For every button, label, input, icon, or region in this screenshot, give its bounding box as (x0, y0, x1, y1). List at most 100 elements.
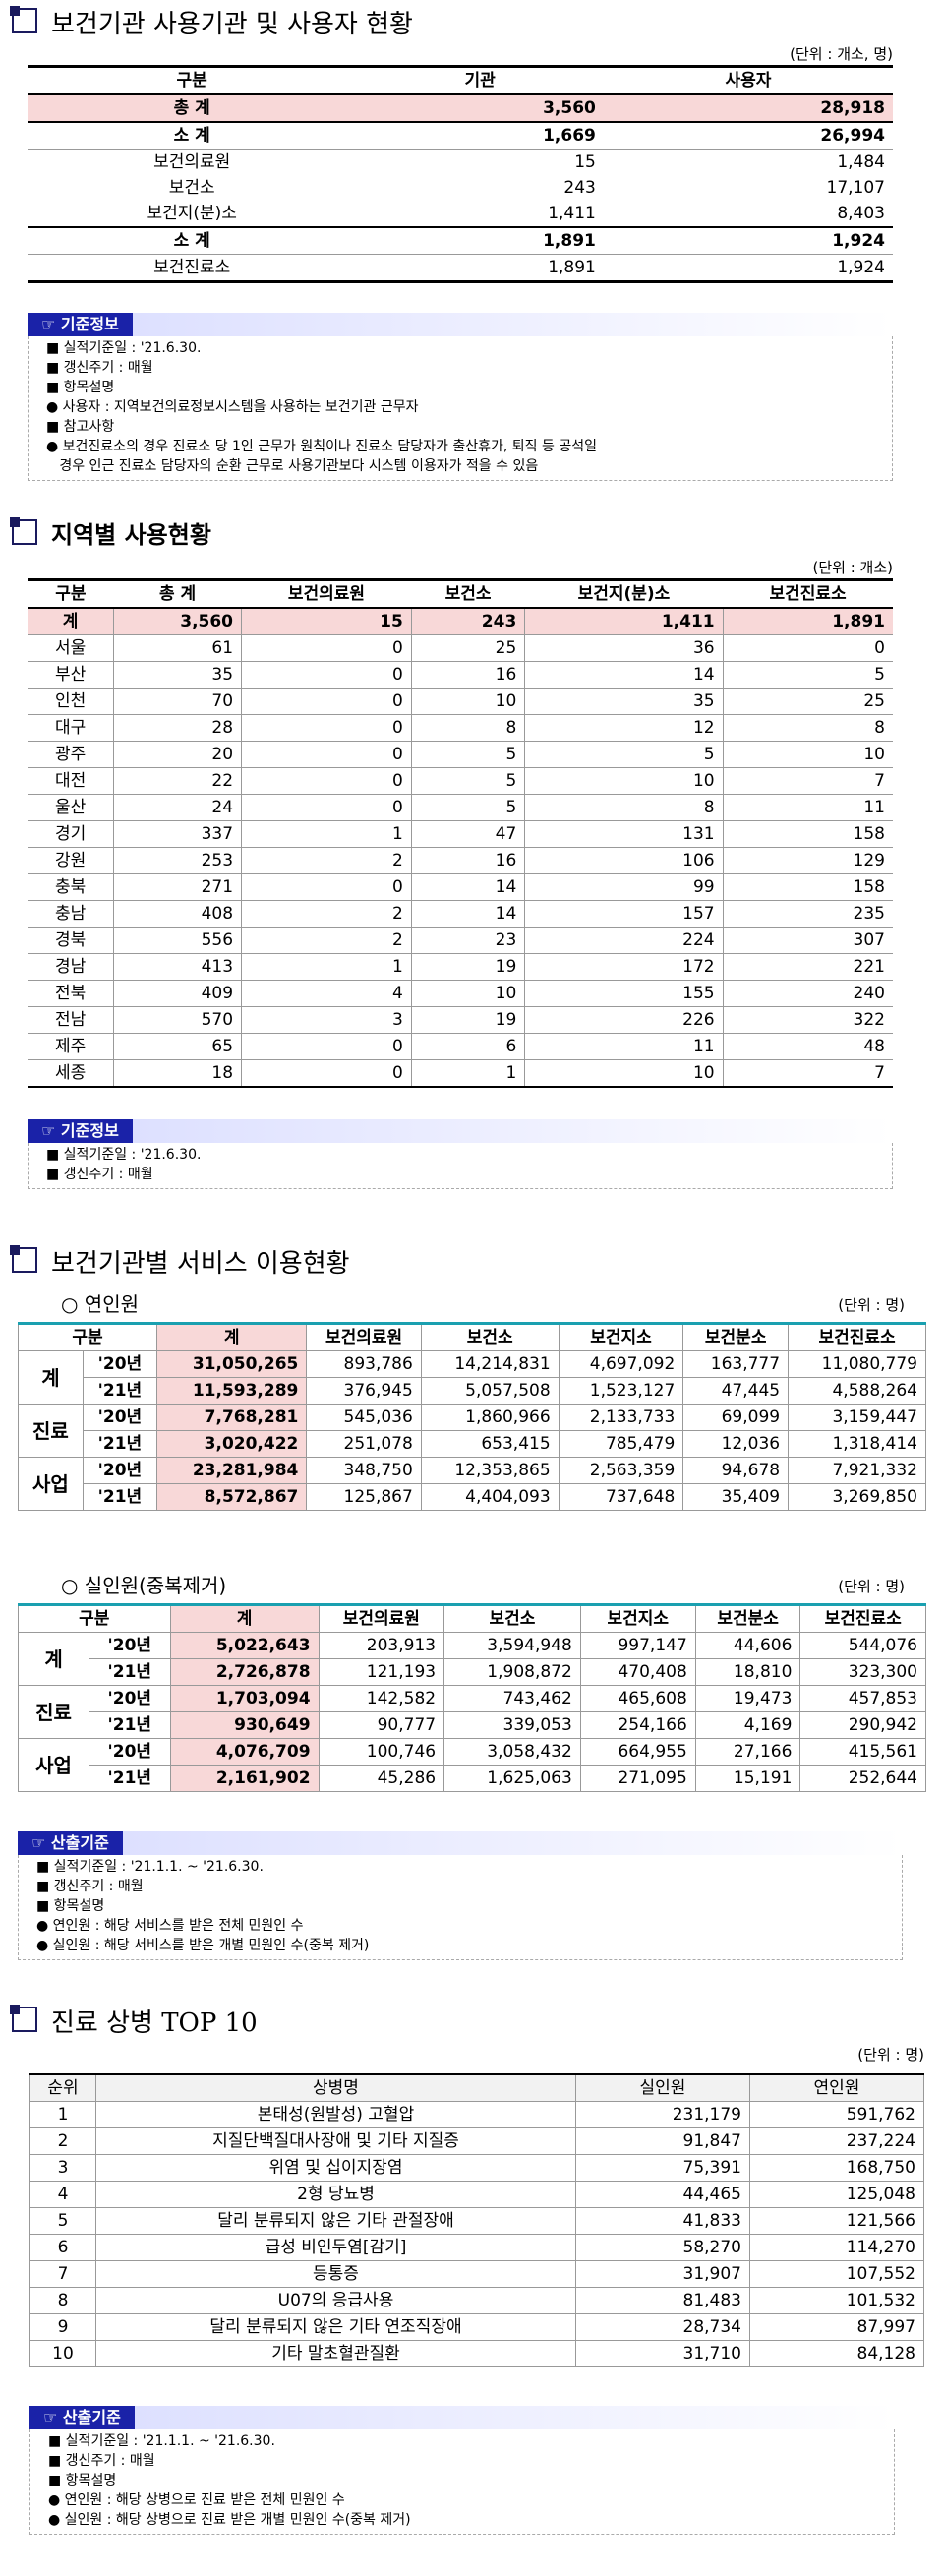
column-header: 보건진료소 (769, 584, 847, 604)
table-row: 경남 413 1 19 172 221 (28, 953, 893, 981)
count-value: 2 (241, 847, 412, 874)
year-label: '21년 (82, 1377, 158, 1405)
unique-table: 구분 계 보건의료원 보건소 보건지소 보건분소 보건진료소 계 '20년 5,022,643 20… (17, 1603, 926, 1792)
value-cell: 1,625,063 (443, 1765, 581, 1792)
value-cell: 290,942 (799, 1711, 926, 1739)
visit-count: 237,224 (749, 2127, 924, 2155)
table-row: 광주 20 0 5 5 10 (28, 741, 893, 768)
region-name: 부산 (54, 665, 87, 685)
disease-name: 위염 및 십이지장염 (95, 2154, 576, 2182)
column-header: 보건지소 (558, 1323, 684, 1351)
table-row: 진료 '20년 7,768,281 545,036 1,860,966 2,133,733… (18, 1404, 926, 1458)
value-cell: 18,810 (694, 1658, 801, 1686)
visit-count: 107,552 (749, 2260, 924, 2288)
table-row: 진료 '20년 1,703,094 142,582 743,462 465,608 19,4… (17, 1685, 926, 1739)
value-cell: 4,404,093 (420, 1483, 560, 1511)
table-row: '21년 2,161,902 45,286 1,625,063 271,095 15,19… (19, 1765, 926, 1792)
table-row: 충북 271 0 14 99 158 (28, 873, 893, 901)
table-row: 경기 337 1 47 131 158 (28, 820, 893, 848)
region-name: 경기 (54, 824, 87, 844)
column-header: 구분 (176, 71, 207, 90)
row-label: 소 계 (173, 126, 210, 146)
note-line: ■ 항목설명 (36, 1898, 105, 1914)
count-value: 61 (113, 634, 242, 662)
table-row: 계 3,560 15 243 1,411 1,891 (28, 608, 893, 635)
note-header-gradient (134, 2406, 895, 2429)
value-cell: 5,057,508 (420, 1377, 560, 1405)
value-cell: 203,913 (318, 1632, 445, 1659)
note-tag: ☞ 기준정보 (28, 1119, 133, 1143)
count-value: 131 (524, 820, 724, 848)
value-cell: 2,133,733 (558, 1404, 684, 1431)
count-value: 0 (722, 634, 893, 662)
table-row: 대전 22 0 5 10 7 (28, 767, 893, 795)
value-cell: 15,191 (694, 1765, 801, 1792)
section-title-bar: 지역별 사용현황 (0, 511, 944, 551)
value-cell: 8,572,867 (156, 1483, 308, 1511)
value-cell: 2,563,359 (558, 1457, 684, 1484)
year-label: '20년 (82, 1404, 158, 1431)
value-cell: 664,955 (579, 1738, 696, 1766)
section-square-icon (10, 6, 37, 33)
value-cell: 271,095 (579, 1765, 696, 1792)
value-cell: 4,169 (694, 1711, 801, 1739)
table-row: '21년 930,649 90,777 339,053 254,166 4,169 290,… (19, 1711, 926, 1739)
value-cell: 465,608 (579, 1685, 696, 1712)
row-label: 총 계 (173, 98, 210, 118)
year-label: '20년 (88, 1632, 171, 1659)
region-name: 경북 (54, 930, 87, 950)
row-label: 보건진료소 (153, 258, 231, 277)
section-title: 보건기관별 서비스 이용현황 (51, 1249, 350, 1279)
table-row: 1 본태성(원발성) 고혈압 231,179 591,762 (30, 2101, 924, 2128)
value-cell: 545,036 (306, 1404, 422, 1431)
table-row: 서울 61 0 25 36 0 (28, 634, 893, 662)
top10-table: 순위 상병명 실인원 연인원 1 본태성(원발성) 고혈압 231,179 591,762 2 지… (30, 2073, 924, 2367)
value-cell: 653,415 (420, 1430, 560, 1458)
region-name: 계 (62, 612, 79, 631)
value-cell: 1,703,094 (169, 1685, 320, 1712)
note-body: ■ 실적기준일 : '21.6.30. ■ 갱신주기 : 매월 ■ 항목설명 ● 사용… (28, 336, 893, 481)
value-cell: 31,050,265 (156, 1350, 308, 1378)
table-header-row: 구분 기관 사용자 (28, 66, 893, 94)
value-cell: 743,462 (443, 1685, 581, 1712)
count-value: 10 (722, 741, 893, 768)
visit-count: 101,532 (749, 2287, 924, 2314)
table-row: 인천 70 0 10 35 25 (28, 688, 893, 715)
count-value: 3,560 (113, 608, 242, 635)
column-header: 사용자 (725, 71, 772, 90)
count-value: 4 (241, 980, 412, 1007)
count-value: 7 (722, 1059, 893, 1087)
count-value: 1,891 (722, 608, 893, 635)
value-cell: 2,726,878 (169, 1658, 320, 1686)
region-name: 대구 (54, 718, 87, 738)
column-header: 순위 (30, 2073, 96, 2102)
value-cell: 47,445 (682, 1377, 790, 1405)
count-value: 556 (113, 927, 242, 954)
value-cell: 5,022,643 (169, 1632, 320, 1659)
value-cell: 251,078 (306, 1430, 422, 1458)
visits-table: 구분 계 보건의료원 보건소 보건지소 보건분소 보건진료소 계 '20년 31,050,265 8… (17, 1322, 926, 1511)
section-facilities: 보건기관 사용기관 및 사용자 현황 (단위 : 개소, 명) 구분 기관 사용자 총… (0, 0, 944, 481)
note-body: ■ 실적기준일 : '21.1.1. ~ '21.6.30. ■ 갱신주기 : 매… (30, 2429, 895, 2535)
count-value: 155 (524, 980, 724, 1007)
count-value: 3 (241, 1006, 412, 1034)
note-box: ☞ 기준정보 ■ 실적기준일 : '21.6.30. ■ 갱신주기 : 매월 (28, 1119, 893, 1189)
column-header: 총 계 (158, 584, 197, 604)
note-body: ■ 실적기준일 : '21.1.1. ~ '21.6.30. ■ 갱신주기 : 매… (18, 1855, 903, 1960)
facility-count: 1,669 (543, 126, 596, 146)
value-cell: 4,588,264 (788, 1377, 926, 1405)
table-row: 보건소 243 17,107 (28, 175, 893, 201)
count-value: 157 (524, 900, 724, 928)
count-value: 7 (722, 767, 893, 795)
value-cell: 3,269,850 (788, 1483, 926, 1511)
note-line: ■ 갱신주기 : 매월 (36, 1879, 144, 1894)
count-value: 99 (524, 873, 724, 901)
count-value: 14 (524, 661, 724, 689)
column-header: 보건분소 (682, 1323, 790, 1351)
row-label: 보건소 (168, 178, 215, 198)
note-box: ☞ 산출기준 ■ 실적기준일 : '21.1.1. ~ '21.6.30. ■ 갱신… (30, 2406, 895, 2535)
rank: 4 (30, 2181, 96, 2208)
value-cell: 11,593,289 (156, 1377, 308, 1405)
value-cell: 121,193 (318, 1658, 445, 1686)
count-value: 158 (722, 873, 893, 901)
